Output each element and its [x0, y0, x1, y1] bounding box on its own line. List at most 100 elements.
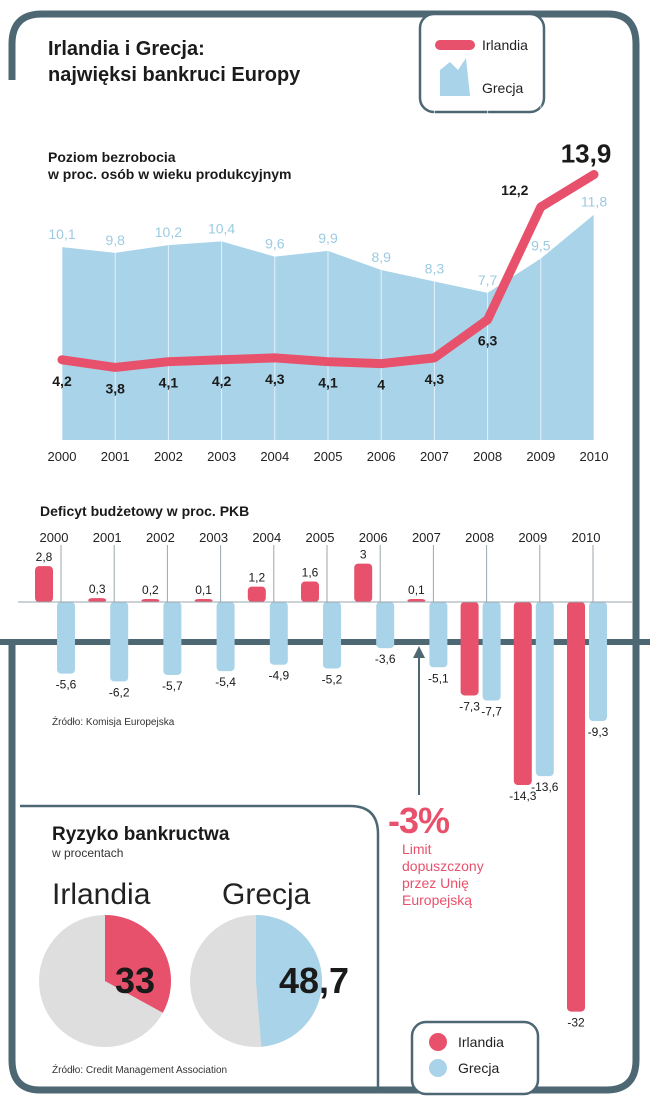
greece-unemployment-label: 8,9	[371, 249, 391, 265]
limit-value: -3%	[388, 800, 450, 841]
deficit-year-tick: 2002	[146, 530, 175, 545]
legend-bottom-greece-label: Grecja	[458, 1060, 500, 1076]
ireland-deficit-label: 1,2	[248, 571, 265, 585]
ireland-deficit-label: 0,2	[142, 583, 159, 597]
greece-deficit-bar	[482, 602, 501, 701]
greece-deficit-bar	[110, 602, 129, 682]
deficit-year-tick: 2004	[252, 530, 281, 545]
ireland-unemployment-label: 4,1	[159, 375, 179, 391]
ireland-unemployment-label: 4	[377, 377, 385, 393]
greece-unemployment-label: 9,9	[318, 230, 338, 246]
legend-greece-area-mark	[440, 58, 470, 96]
unemployment-year-tick: 2010	[580, 449, 609, 464]
pie-ireland-title: Irlandia	[52, 878, 151, 911]
greece-deficit-label: -5,6	[56, 678, 77, 692]
unemployment-year-tick: 2009	[526, 449, 555, 464]
greece-deficit-bar	[376, 602, 395, 649]
ireland-deficit-label: -7,3	[459, 699, 480, 713]
ireland-unemployment-label: 3,8	[105, 380, 125, 396]
ireland-deficit-label: 0,1	[408, 583, 425, 597]
ireland-unemployment-label: 4,3	[265, 371, 285, 387]
deficit-title: Deficyt budżetowy w proc. PKB	[40, 503, 250, 519]
ireland-deficit-bar	[141, 599, 160, 602]
legend-top-box	[418, 12, 546, 114]
deficit-year-tick: 2006	[359, 530, 388, 545]
greece-deficit-label: -4,9	[268, 669, 289, 683]
greece-deficit-label: -6,2	[109, 685, 130, 699]
ireland-deficit-bar	[407, 599, 426, 602]
deficit-year-tick: 2007	[412, 530, 441, 545]
title-line-2: najwięksi bankruci Europy	[48, 64, 301, 86]
deficit-year-tick: 2005	[306, 530, 335, 545]
greece-unemployment-label: 9,8	[105, 232, 125, 248]
greece-deficit-label: -5,4	[215, 675, 236, 689]
greece-deficit-label: -5,2	[322, 673, 343, 687]
greece-unemployment-label: 9,5	[531, 238, 551, 254]
ireland-unemployment-label: 6,3	[478, 333, 498, 349]
greece-unemployment-label: 11,8	[581, 194, 607, 210]
greece-unemployment-label: 10,1	[48, 226, 75, 242]
unemployment-year-tick: 2004	[260, 449, 289, 464]
ireland-deficit-bar	[194, 599, 213, 602]
ireland-unemployment-label: 13,9	[561, 139, 612, 169]
greece-deficit-label: -5,1	[428, 671, 449, 685]
greece-deficit-label: -9,3	[588, 725, 609, 739]
deficit-year-tick: 2008	[465, 530, 494, 545]
ireland-deficit-bar	[35, 566, 53, 602]
unemployment-year-tick: 2005	[314, 449, 343, 464]
greece-unemployment-label: 10,2	[155, 224, 182, 240]
ireland-deficit-bar	[247, 586, 266, 602]
greece-deficit-label: -5,7	[162, 679, 183, 693]
ireland-deficit-bar	[354, 563, 373, 602]
limit-arrow-head	[413, 646, 425, 658]
greece-deficit-bar	[535, 602, 554, 777]
risk-title: Ryzyko bankructwa	[52, 824, 230, 845]
ireland-deficit-label: 3	[360, 548, 367, 562]
ireland-unemployment-label: 4,1	[318, 375, 338, 391]
greece-deficit-label: -7,7	[481, 705, 502, 719]
unemployment-year-tick: 2002	[154, 449, 183, 464]
pie-greece-title: Grecja	[222, 878, 311, 911]
greece-deficit-bar	[589, 602, 607, 722]
limit-text: Limit dopuszczony przez Unię Europejską	[402, 841, 484, 908]
unemployment-year-tick: 2000	[48, 449, 77, 464]
ireland-deficit-bar	[513, 602, 532, 786]
deficit-year-tick: 2003	[199, 530, 228, 545]
greece-deficit-bar	[429, 602, 448, 668]
greece-deficit-bar	[323, 602, 341, 669]
greece-unemployment-label: 10,4	[208, 220, 235, 236]
risk-source: Źródło: Credit Management Association	[52, 1065, 228, 1076]
greece-deficit-label: -13,6	[531, 780, 559, 794]
ireland-deficit-label: 1,6	[302, 566, 319, 580]
greece-risk-slice	[256, 915, 322, 1047]
unemployment-year-tick: 2008	[473, 449, 502, 464]
greece-deficit-bar	[163, 602, 182, 675]
deficit-year-tick: 2001	[93, 530, 122, 545]
unemployment-year-tick: 2006	[367, 449, 396, 464]
ireland-deficit-bar	[460, 602, 479, 696]
ireland-deficit-bar	[88, 598, 107, 602]
legend-top-ireland-label: Irlandia	[482, 37, 528, 53]
greece-deficit-bar	[57, 602, 75, 674]
unemployment-year-tick: 2001	[101, 449, 130, 464]
legend-bottom-ireland-dot	[429, 1033, 447, 1051]
legend-bottom-ireland-label: Irlandia	[458, 1034, 504, 1050]
legend-bottom-greece-dot	[429, 1059, 447, 1077]
ireland-unemployment-line	[57, 170, 599, 372]
risk-box	[20, 804, 380, 1090]
page-title: Irlandia i Grecja: najwięksi bankruci Eu…	[48, 36, 300, 88]
ireland-deficit-bar	[567, 602, 585, 1012]
ireland-risk-value: 33	[115, 960, 155, 1001]
outer-frame	[8, 10, 640, 1094]
ireland-unemployment-label: 4,2	[52, 373, 72, 389]
risk-subtitle: w procentach	[52, 846, 124, 860]
unemployment-title: Poziom bezrobocia	[48, 149, 176, 165]
greece-deficit-label: -3,6	[375, 652, 396, 666]
ireland-unemployment-label: 4,2	[212, 373, 232, 389]
deficit-year-tick: 2010	[572, 530, 601, 545]
greece-unemployment-label: 9,6	[265, 236, 285, 252]
ireland-deficit-label: 0,3	[89, 582, 106, 596]
greece-unemployment-label: 8,3	[425, 260, 445, 276]
greece-deficit-bar	[269, 602, 288, 665]
